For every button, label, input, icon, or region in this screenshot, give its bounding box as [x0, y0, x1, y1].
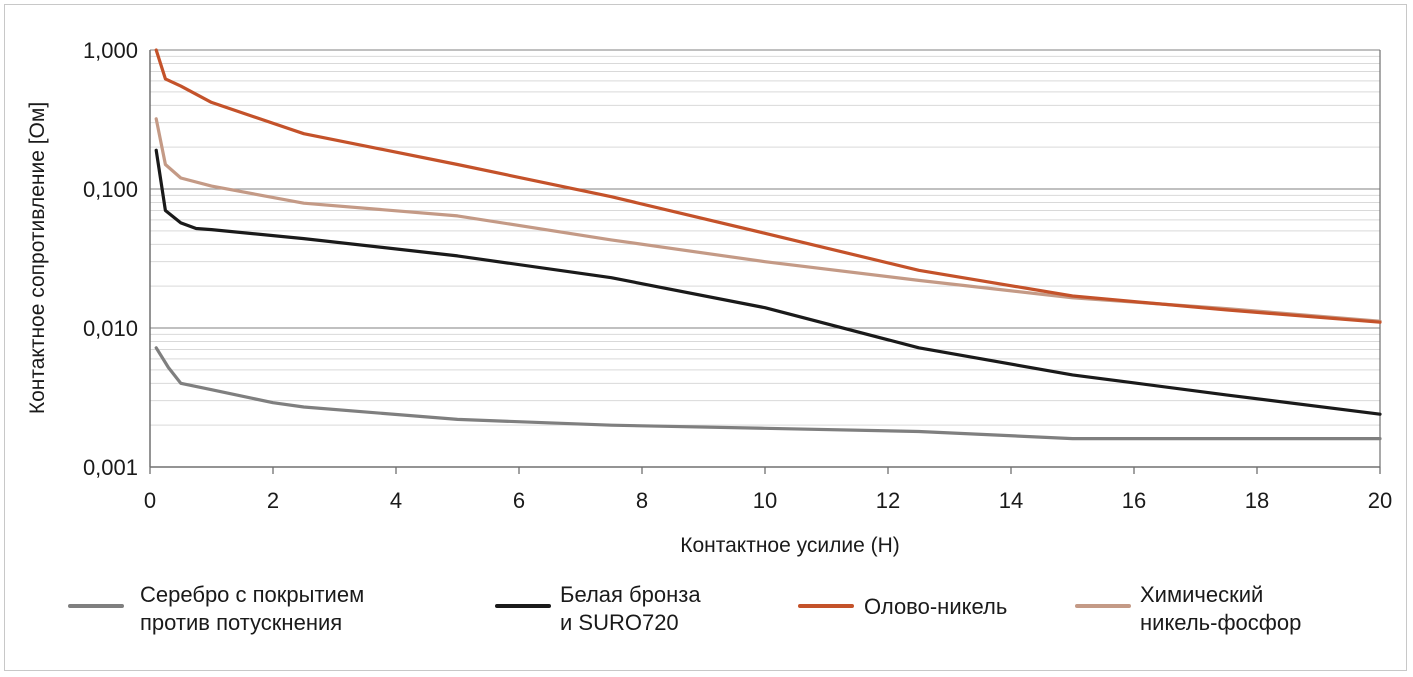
series-lines: [154, 48, 1382, 441]
y-axis-title: Контактное сопротивление [Ом]: [26, 102, 49, 414]
legend-label-3: Олово-никель: [864, 594, 1007, 619]
y-tick-label: 0,010: [83, 316, 138, 341]
x-tick-label: 8: [636, 488, 648, 513]
x-tick-label: 16: [1122, 488, 1146, 513]
x-tick-label: 10: [753, 488, 777, 513]
legend-label-2: и SURO720: [560, 610, 679, 635]
legend-label-4: никель-фосфор: [1140, 610, 1301, 635]
y-tick-label: 0,001: [83, 455, 138, 480]
legend: Серебро с покрытием против потускнения Бел…: [68, 582, 1301, 635]
chart-frame: [4, 4, 1407, 671]
series-line-1: [154, 346, 1382, 441]
x-tick-label: 6: [513, 488, 525, 513]
y-tick-label: 0,100: [83, 177, 138, 202]
x-tick-label: 4: [390, 488, 402, 513]
series-line-3: [154, 48, 1382, 324]
legend-label-1: против потускнения: [140, 610, 342, 635]
legend-label-2: Белая бронза: [560, 582, 701, 607]
series-line-2: [154, 148, 1382, 416]
x-tick-label: 0: [144, 488, 156, 513]
legend-label-1: Серебро с покрытием: [140, 582, 364, 607]
x-tick-label: 18: [1245, 488, 1269, 513]
axes: [149, 50, 1381, 474]
x-tick-label: 20: [1368, 488, 1392, 513]
tick-labels: 0 2 4 6 8 10 12 14 16 18 20 0,001 0,010 0,100 1,000: [83, 38, 1392, 513]
x-tick-label: 12: [876, 488, 900, 513]
grid: [150, 49, 1380, 426]
x-tick-label: 14: [999, 488, 1023, 513]
legend-label-4: Химический: [1140, 582, 1263, 607]
x-axis-title: Контактное усилие (Н): [680, 534, 900, 557]
y-tick-label: 1,000: [83, 38, 138, 63]
x-tick-label: 2: [267, 488, 279, 513]
